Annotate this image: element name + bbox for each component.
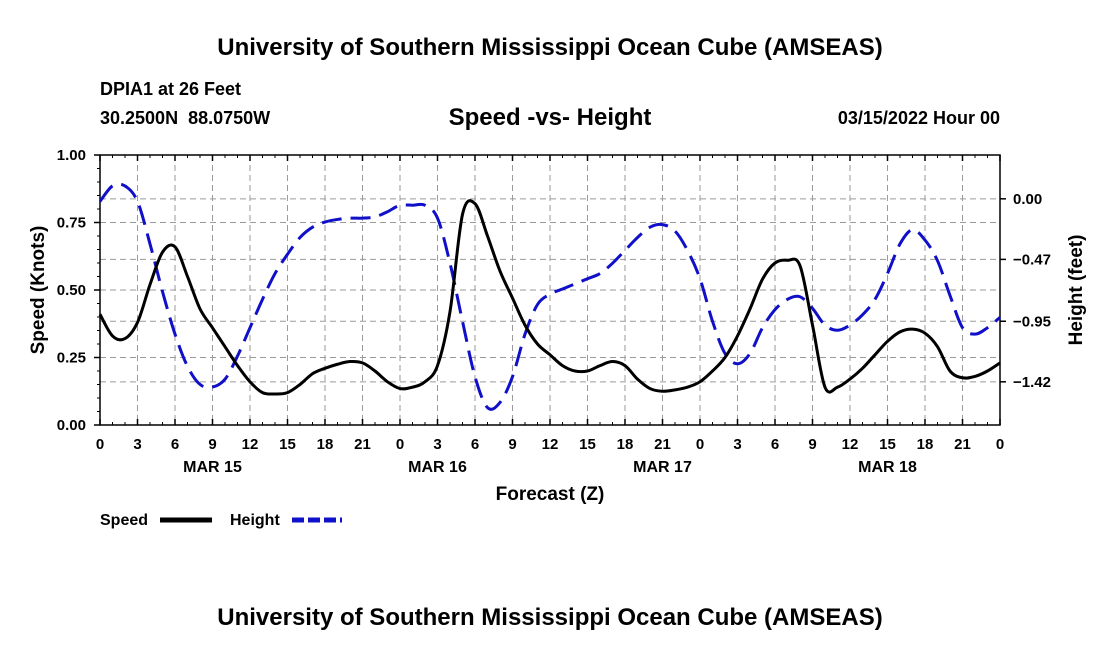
header-title: University of Southern Mississippi Ocean…: [217, 34, 882, 61]
axis-ticks: 0 3 6 9 12 15 18 21 0 3 6 9 12 15 18 21 0 3 6 9 12 15 18 21 0MAR…: [57, 147, 1051, 476]
x-tick-label: 0: [396, 436, 404, 453]
legend-height-label: Height: [230, 512, 280, 529]
x-tick-label: 0: [96, 436, 104, 453]
x-tick-label: 3: [733, 436, 741, 453]
grid-lines: [100, 155, 1000, 425]
y2-tick-label: −0.95: [1013, 313, 1051, 330]
datetime-label: 03/15/2022 Hour 00: [838, 108, 1000, 128]
x-tick-label: 9: [508, 436, 516, 453]
x-tick-label: 15: [579, 436, 596, 453]
x-tick-label: 9: [808, 436, 816, 453]
x-axis-title: Forecast (Z): [496, 484, 605, 505]
y2-tick-label: −0.47: [1013, 251, 1051, 268]
x-tick-label: 12: [842, 436, 859, 453]
y-tick-label: 0.00: [57, 417, 86, 434]
y-tick-label: 0.25: [57, 350, 86, 367]
x-tick-label: 9: [208, 436, 216, 453]
speed-series-line: [98, 199, 1001, 396]
x-tick-label: 18: [617, 436, 634, 453]
x-tick-label: 15: [879, 436, 896, 453]
day-label: MAR 16: [408, 459, 467, 476]
x-tick-label: 3: [433, 436, 441, 453]
x-tick-label: 6: [171, 436, 179, 453]
y2-tick-label: −1.42: [1013, 374, 1051, 391]
day-label: MAR 17: [633, 459, 692, 476]
x-tick-label: 0: [996, 436, 1004, 453]
day-label: MAR 18: [858, 459, 917, 476]
y-tick-label: 0.75: [57, 215, 86, 232]
x-tick-label: 18: [917, 436, 934, 453]
x-tick-label: 21: [954, 436, 971, 453]
day-label: MAR 15: [183, 459, 242, 476]
chart-subtitle: Speed -vs- Height: [449, 104, 652, 131]
y-axis-title: Speed (Knots): [28, 226, 49, 355]
x-tick-label: 12: [542, 436, 559, 453]
height-series-line: [98, 182, 1001, 411]
x-tick-label: 21: [354, 436, 371, 453]
y2-axis-title: Height (feet): [1066, 235, 1087, 346]
y2-tick-label: 0.00: [1013, 191, 1042, 208]
station-label: DPIA1 at 26 Feet: [100, 79, 241, 99]
x-tick-label: 21: [654, 436, 671, 453]
x-tick-label: 15: [279, 436, 296, 453]
y-tick-label: 1.00: [57, 147, 86, 164]
x-tick-label: 3: [133, 436, 141, 453]
x-tick-label: 6: [771, 436, 779, 453]
x-tick-label: 18: [317, 436, 334, 453]
x-tick-label: 0: [696, 436, 704, 453]
footer-title: University of Southern Mississippi Ocean…: [217, 604, 882, 631]
coords-label: 30.2500N 88.0750W: [100, 108, 270, 128]
x-tick-label: 6: [471, 436, 479, 453]
x-tick-label: 12: [242, 436, 259, 453]
y-tick-label: 0.50: [57, 282, 86, 299]
legend-speed-label: Speed: [100, 512, 148, 529]
